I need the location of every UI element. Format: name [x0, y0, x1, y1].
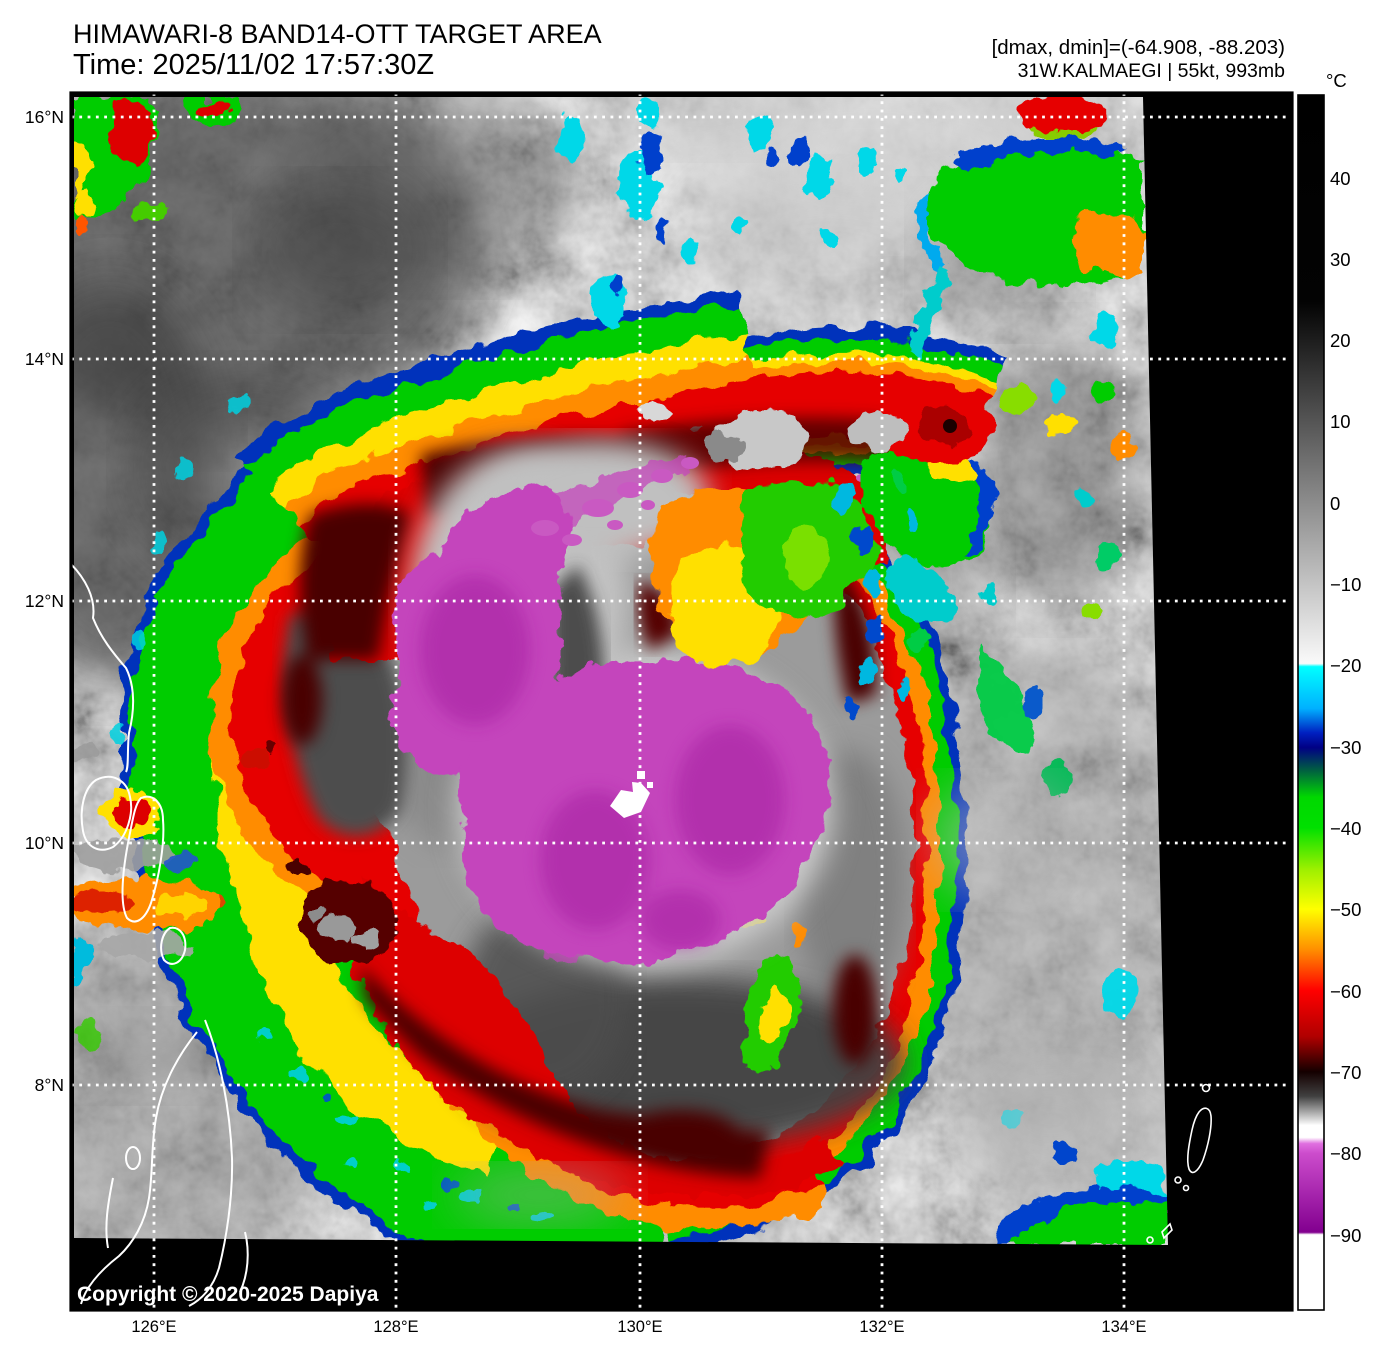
svg-text:HIMAWARI-8 BAND14-OTT TARGET A: HIMAWARI-8 BAND14-OTT TARGET AREA: [73, 19, 602, 49]
svg-text:132°E: 132°E: [859, 1318, 904, 1336]
svg-text:−90: −90: [1330, 1225, 1361, 1246]
svg-text:0: 0: [1330, 493, 1340, 514]
svg-text:8°N: 8°N: [35, 1075, 64, 1095]
svg-text:20: 20: [1330, 330, 1351, 351]
svg-text:16°N: 16°N: [25, 107, 64, 127]
svg-text:10°N: 10°N: [25, 833, 64, 853]
svg-text:Time: 2025/11/02 17:57:30Z: Time: 2025/11/02 17:57:30Z: [73, 49, 434, 81]
svg-text:−20: −20: [1330, 655, 1361, 676]
svg-text:°C: °C: [1326, 70, 1347, 91]
svg-text:12°N: 12°N: [25, 591, 64, 611]
svg-text:−30: −30: [1330, 737, 1361, 758]
svg-text:−10: −10: [1330, 574, 1361, 595]
svg-text:126°E: 126°E: [131, 1318, 176, 1336]
svg-text:[dmax, dmin]=(-64.908, -88.203: [dmax, dmin]=(-64.908, -88.203): [992, 36, 1285, 59]
svg-text:−80: −80: [1330, 1143, 1361, 1164]
svg-text:30: 30: [1330, 249, 1351, 270]
svg-text:130°E: 130°E: [617, 1318, 662, 1336]
svg-text:10: 10: [1330, 411, 1351, 432]
svg-text:31W.KALMAEGI | 55kt, 993mb: 31W.KALMAEGI | 55kt, 993mb: [1018, 60, 1286, 82]
svg-text:40: 40: [1330, 168, 1351, 189]
svg-text:−40: −40: [1330, 818, 1361, 839]
svg-text:134°E: 134°E: [1101, 1318, 1146, 1336]
svg-text:−50: −50: [1330, 899, 1361, 920]
svg-text:128°E: 128°E: [373, 1318, 418, 1336]
svg-text:−70: −70: [1330, 1062, 1361, 1083]
svg-text:−60: −60: [1330, 981, 1361, 1002]
svg-text:Copyright © 2020-2025 Dapiya: Copyright © 2020-2025 Dapiya: [77, 1283, 379, 1306]
svg-text:14°N: 14°N: [25, 349, 64, 369]
